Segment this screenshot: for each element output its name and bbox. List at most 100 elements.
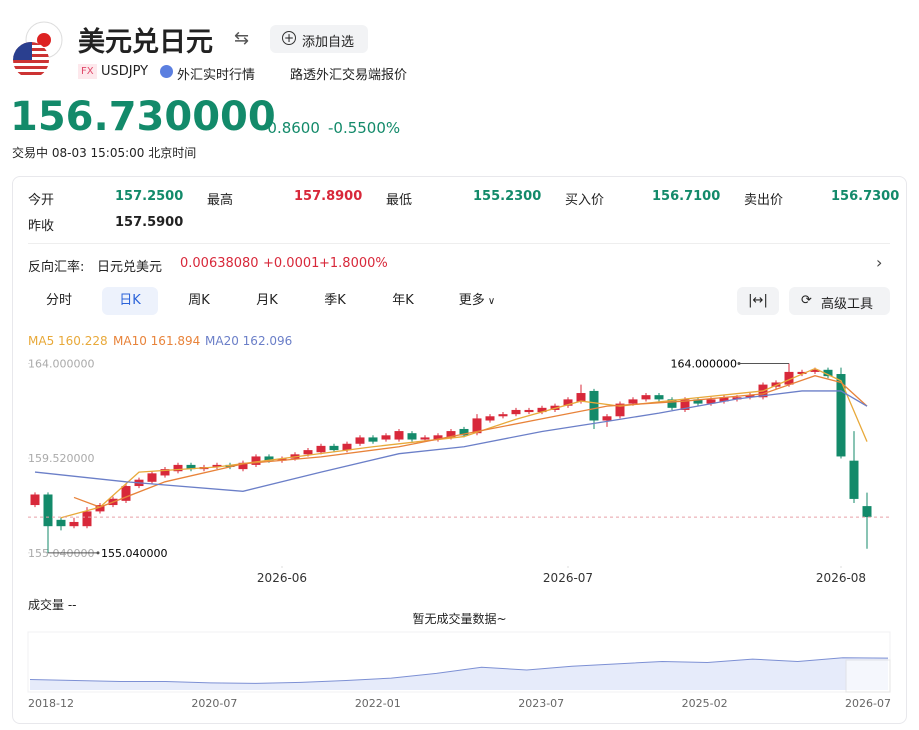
candle-body: [251, 456, 261, 465]
ma-name: MA10: [113, 334, 147, 348]
candle-body: [849, 460, 859, 499]
candle-body: [784, 371, 794, 385]
candle-body: [498, 414, 508, 417]
candle-body: [589, 390, 599, 421]
ma-value: 161.894: [151, 334, 201, 348]
candle-body: [706, 399, 716, 404]
tool-label: 高级工具: [821, 297, 874, 312]
candle-body: [797, 371, 807, 375]
status: 交易中: [12, 146, 49, 160]
ma-legend: MA5 160.228: [28, 334, 108, 348]
candle-body: [212, 464, 222, 468]
reverse-value: 0.00638080: [180, 256, 259, 271]
overview-area: [30, 657, 888, 690]
add-button[interactable]: + 添加自选: [270, 25, 368, 53]
stat-value: 157.2500: [115, 189, 184, 204]
ma-name: MA20: [205, 334, 239, 348]
tag[interactable]: 外汇实时行情: [177, 68, 256, 83]
ma-value: 160.228: [58, 334, 108, 348]
annotation-dot: [737, 361, 741, 365]
stat-label: 最低: [386, 193, 413, 208]
ma-name: MA5: [28, 334, 54, 348]
candle-body: [719, 397, 729, 402]
chart: 155.040000 159.520000 164.000000 2026-06 202…: [27, 334, 891, 710]
candle-body: [745, 395, 755, 398]
candle-body: [407, 433, 417, 440]
candle-body: [147, 473, 157, 482]
candle-body: [30, 494, 40, 506]
fullscreen-button[interactable]: |↔|: [737, 287, 779, 315]
change: -0.8600: [262, 119, 320, 137]
stat-value: 155.2300: [473, 189, 542, 204]
candle-body: [576, 393, 586, 402]
candle-body: [511, 409, 521, 415]
divider: [28, 243, 890, 244]
reverse-label: 反向汇率:: [28, 260, 85, 275]
candle-body: [121, 486, 131, 501]
candle-body: [303, 450, 313, 455]
swap-button[interactable]: ⇆: [234, 28, 250, 49]
ma-line: [34, 390, 868, 492]
candle-body: [394, 431, 404, 440]
stat-value: 157.8900: [294, 189, 363, 204]
x-tick-label: 2026-06: [257, 571, 307, 585]
overview-tick-label: 2018-12: [28, 697, 74, 710]
symbol: USDJPY: [101, 64, 149, 79]
candle-body: [563, 399, 573, 406]
time: 08-03 15:05:00: [51, 146, 145, 160]
reverse-change: +0.0001: [263, 256, 320, 271]
candle-body: [329, 445, 339, 451]
x-tick-label: 2026-08: [816, 571, 866, 585]
overview-tick-label: 2025-02: [682, 697, 728, 710]
candle-body: [238, 462, 248, 470]
dropdown-arrow: ∨: [484, 296, 496, 307]
stat-label: 买入价: [565, 193, 605, 208]
stat-label: 最高: [207, 193, 234, 208]
x-tick-label: 2026-07: [543, 571, 593, 585]
overview-handle: [845, 659, 891, 693]
candle-body: [277, 458, 287, 461]
source: 路透外汇交易端报价: [290, 68, 408, 83]
add-label: 添加自选: [302, 35, 355, 50]
ma-value: 162.096: [243, 334, 293, 348]
tab[interactable]: 周K: [188, 293, 210, 308]
reverse-name: 日元兑美元: [97, 260, 163, 275]
candle-body: [95, 505, 105, 512]
stat-label: 卖出价: [744, 193, 784, 208]
candle-body: [771, 382, 781, 387]
ma-legend: MA20 162.096: [205, 334, 292, 348]
candle-body: [342, 443, 352, 451]
title: 美元兑日元: [78, 27, 213, 58]
stat-label: 今开: [28, 193, 55, 208]
candle-body: [602, 416, 612, 421]
candle-body: [56, 519, 66, 527]
tab[interactable]: 日K: [102, 287, 158, 315]
tab[interactable]: 月K: [256, 293, 278, 308]
candle-body: [173, 464, 183, 472]
tool-button[interactable]: ⟳ 高级工具: [789, 287, 890, 315]
ma-line: [60, 367, 868, 519]
tab[interactable]: 更多 ∨: [458, 293, 496, 308]
chevron[interactable]: ›: [876, 253, 883, 272]
stat-label: 昨收: [28, 219, 55, 234]
tab[interactable]: 分时: [45, 293, 72, 308]
candle-body: [524, 409, 534, 413]
change-pct: -0.5500%: [328, 119, 401, 137]
overview-tick-label: 2023-07: [518, 697, 564, 710]
tz: 北京时间: [148, 146, 197, 160]
annotation-label: 155.040000: [101, 547, 167, 560]
stat-value: 156.7100: [652, 189, 721, 204]
candle-body: [264, 456, 274, 461]
candle-body: [472, 418, 482, 434]
quote-card: [12, 176, 907, 724]
candle-body: [615, 403, 625, 417]
volume-title: 成交量 --: [28, 598, 77, 612]
overview-line: [29, 657, 889, 684]
candle-body: [641, 395, 651, 400]
candle-body: [654, 395, 664, 400]
candle-body: [680, 399, 690, 410]
tab[interactable]: 季K: [324, 293, 346, 308]
tab[interactable]: 年K: [392, 293, 414, 308]
stat-value: 157.5900: [115, 215, 184, 230]
status-row: 交易中 08-03 15:05:00 北京时间: [12, 144, 196, 161]
